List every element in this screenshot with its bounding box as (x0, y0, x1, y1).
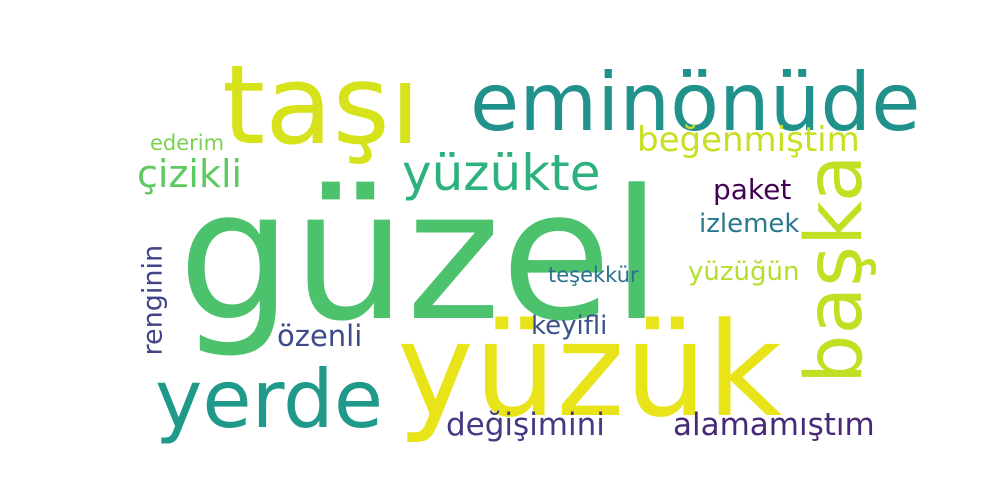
word-yuzugun: yüzüğün (688, 257, 800, 287)
word-ozenli: özenli (277, 319, 363, 353)
word-cizikli: çizikli (137, 152, 243, 196)
word-tasi: taşı (222, 41, 421, 169)
word-baska: başka (790, 154, 880, 384)
word-izlemek: izlemek (699, 209, 800, 239)
word-degisimini: değişimini (446, 407, 605, 443)
word-tesekkur: teşekkür (548, 263, 639, 287)
word-ederim: ederim (150, 131, 225, 155)
word-alamamistim: alamamıştım (673, 407, 875, 443)
word-keyifli: keyifli (531, 311, 608, 341)
word-yuzuk: yüzük (397, 294, 783, 446)
word-paket: paket (713, 173, 792, 206)
word-renginin: renginin (137, 244, 169, 356)
word-begenmistim: beğenmiştim (637, 120, 860, 160)
word-guzel: güzel (178, 152, 662, 361)
word-yuzukte: yüzükte (402, 144, 601, 202)
word-eminonude: eminönüde (470, 56, 921, 149)
word-yerde: yerde (155, 353, 384, 446)
